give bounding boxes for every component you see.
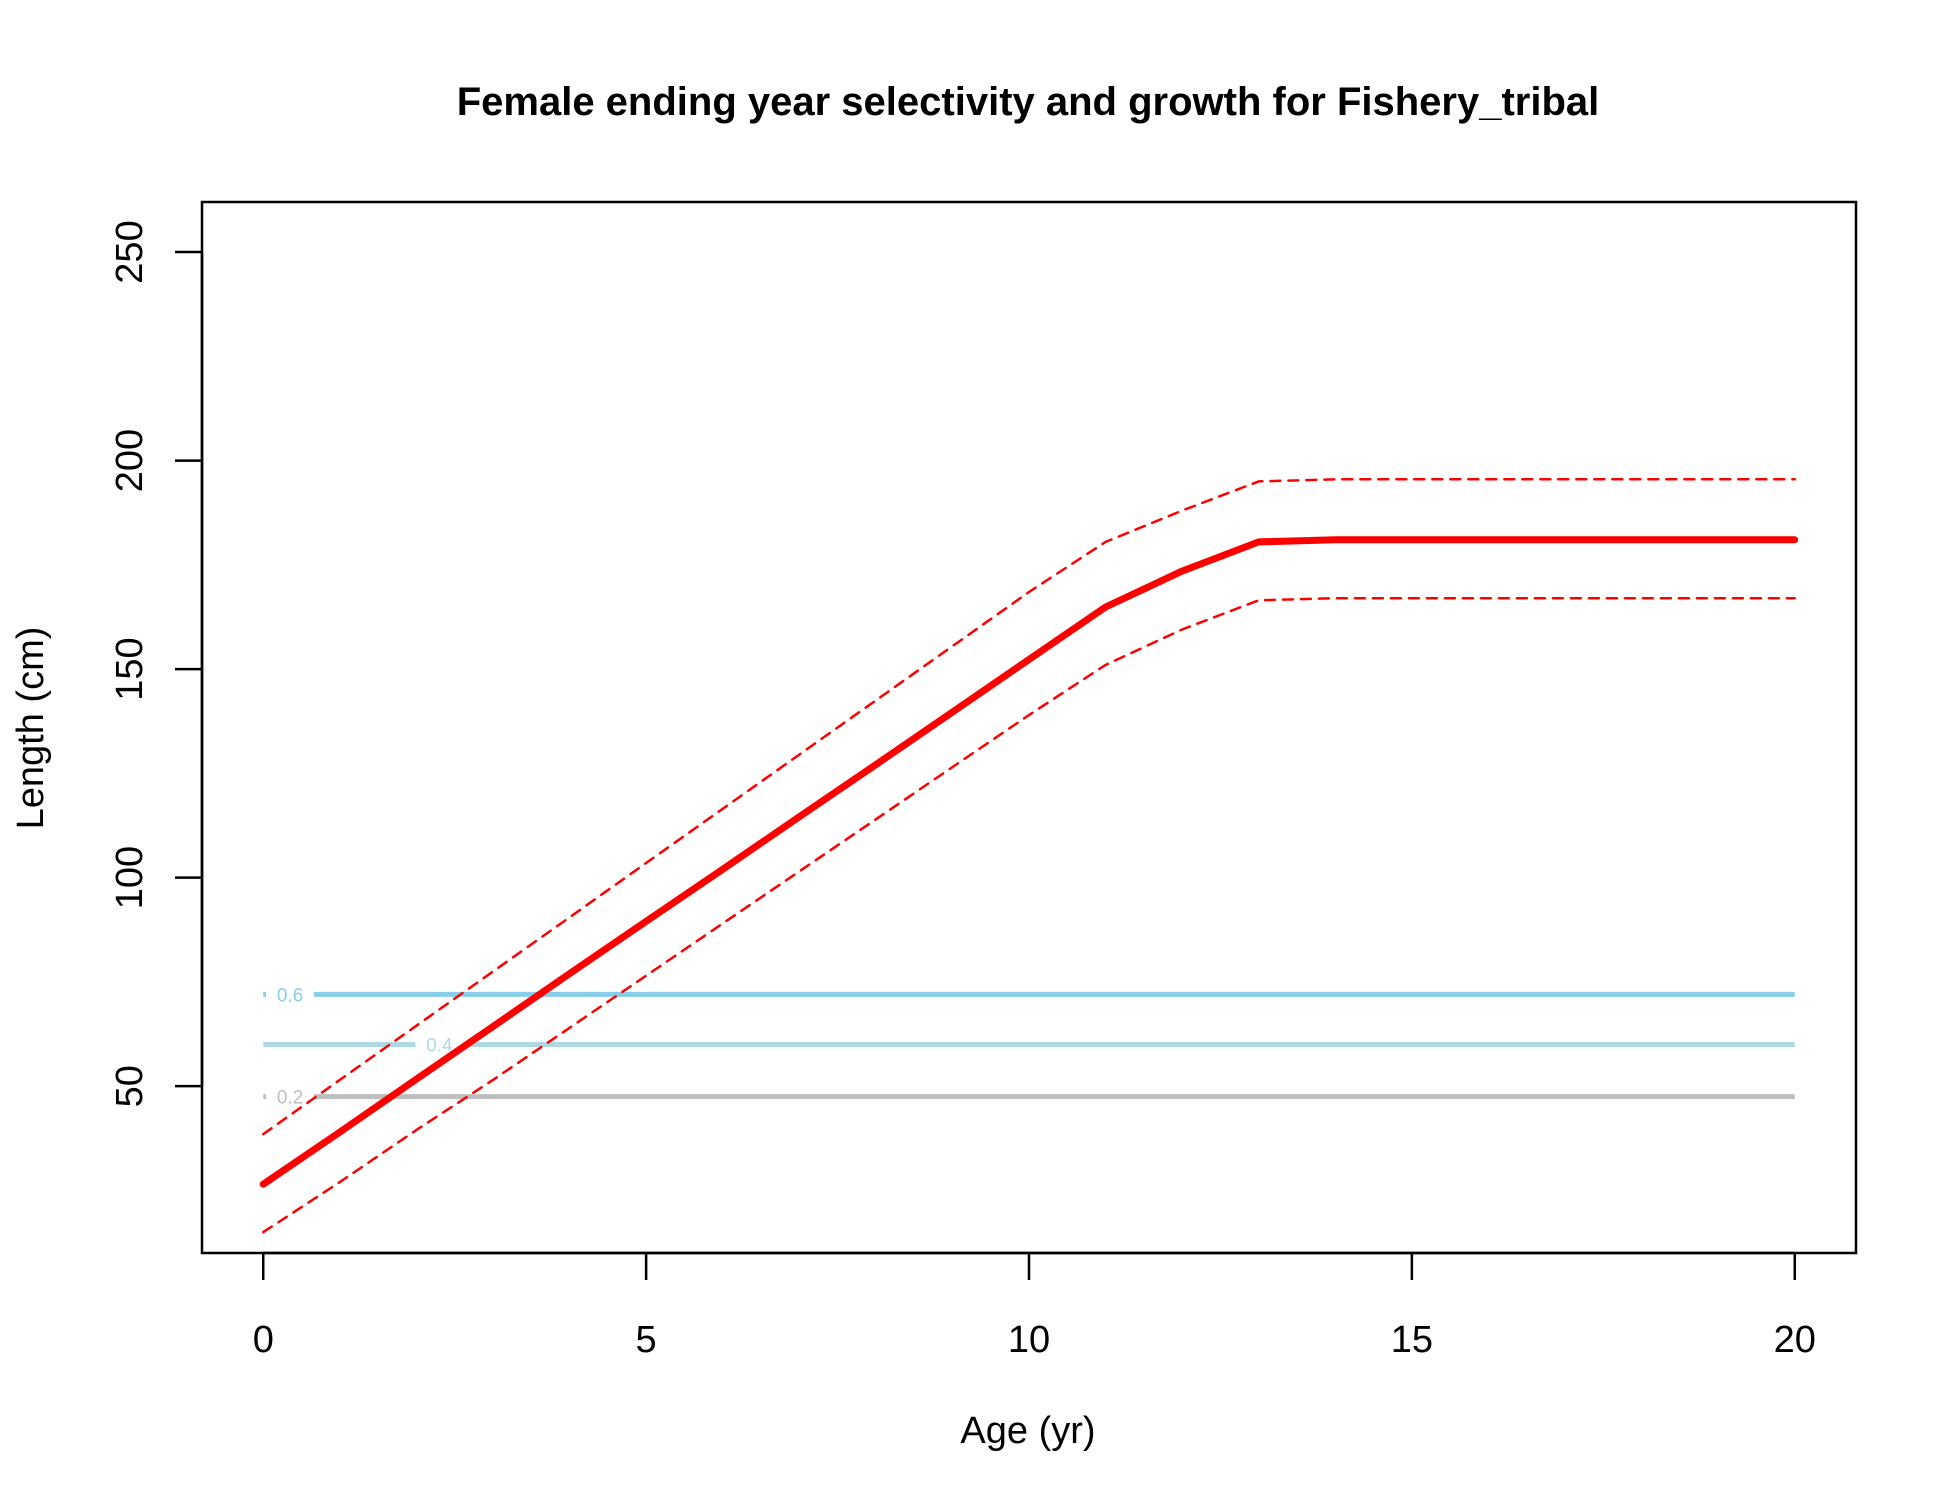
x-tick-label: 5 [636, 1319, 657, 1361]
chart-title: Female ending year selectivity and growt… [457, 80, 1600, 124]
plot-content: 0.6 0.4 0.2 [259, 478, 1799, 1234]
y-tick-label: 50 [109, 1065, 151, 1107]
y-tick-label: 100 [109, 846, 151, 909]
y-tick-label: 200 [109, 429, 151, 492]
x-tick-label: 0 [253, 1319, 274, 1361]
growth-line-mean [259, 536, 1799, 1188]
contour-label-0.4: 0.4 [426, 1035, 453, 1056]
growth-line-upper [262, 478, 1796, 1136]
contour-label-0.6: 0.6 [277, 985, 303, 1006]
y-axis: 50 100 150 200 250 [109, 220, 204, 1107]
growth-line-lower [262, 596, 1796, 1234]
x-tick-label: 15 [1391, 1319, 1433, 1361]
y-tick-label: 150 [109, 637, 151, 700]
x-tick-label: 10 [1008, 1319, 1050, 1361]
contour-label-0.2: 0.2 [277, 1088, 303, 1109]
y-tick-label: 250 [109, 220, 151, 283]
y-axis-title: Length (cm) [10, 627, 52, 830]
x-axis: 0 5 10 15 20 [253, 1251, 1816, 1361]
x-tick-label: 20 [1774, 1319, 1816, 1361]
x-axis-title: Age (yr) [960, 1410, 1095, 1452]
